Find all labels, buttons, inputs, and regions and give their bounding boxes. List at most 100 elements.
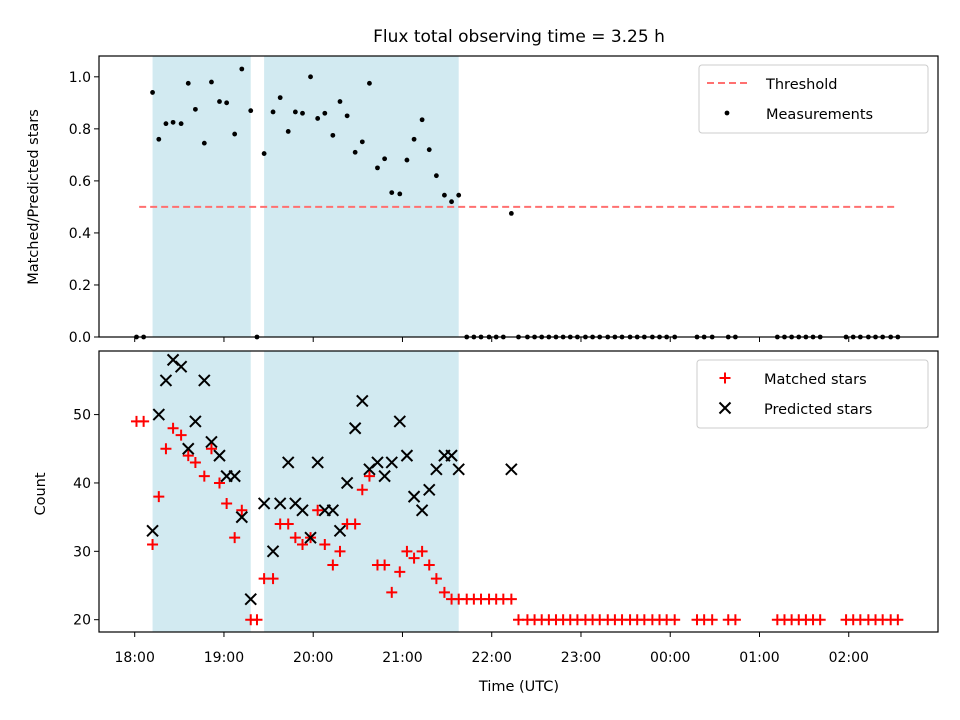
x-tick-label: 00:00	[650, 650, 690, 666]
matched-stars-point	[205, 443, 217, 455]
bottom-panel: 20 30 40 50 18:00 19:00 20:00 21:00 22:00 23:00 00…	[73, 350, 939, 666]
measurements-point	[192, 106, 198, 112]
matched-stars-point	[198, 470, 210, 482]
measurements-point	[442, 192, 447, 198]
measurements-point	[285, 129, 291, 134]
bottom-axes-frame	[98, 350, 939, 633]
predicted-stars-point	[182, 442, 195, 455]
measurements-point	[248, 108, 254, 114]
matched-stars-point	[229, 532, 241, 544]
matched-stars-point	[147, 538, 159, 550]
predicted-stars-point	[228, 469, 241, 483]
measurements-point	[224, 100, 230, 106]
x-tick-label: 18:00	[115, 650, 155, 666]
x-tick-label: 23:00	[561, 650, 601, 666]
matched-stars-point	[416, 545, 428, 557]
matched-stars-point	[356, 484, 368, 496]
x-axis-label: Time (UTC)	[478, 679, 559, 695]
matched-stars-point	[213, 477, 225, 489]
matched-stars-point	[423, 559, 435, 571]
top-y-axis-label: Matched/Predicted stars	[26, 109, 42, 285]
matched-stars-point	[175, 429, 187, 441]
measurements-point	[292, 109, 298, 115]
measurements-point	[508, 211, 514, 216]
measurements-point	[330, 132, 336, 138]
predicted-stars-point	[311, 456, 324, 469]
predicted-stars-point	[146, 524, 159, 538]
matched-stars-point	[438, 586, 450, 598]
matched-stars-point	[312, 504, 324, 516]
matched-stars-point	[267, 573, 279, 585]
predicted-stars-point	[244, 592, 257, 606]
predicted-stars-point	[423, 483, 436, 496]
top-y-tick-label: 1.0	[69, 70, 91, 86]
matched-stars-point	[319, 538, 331, 550]
top-y-tick-label: 0.6	[69, 174, 91, 190]
matched-stars-point	[706, 614, 718, 626]
predicted-stars-point	[304, 531, 317, 544]
measurements-point	[201, 140, 207, 146]
measurements-point	[150, 90, 155, 95]
chart-title: Flux total observing time = 3.25 h	[373, 27, 665, 47]
measurements-point	[382, 156, 388, 162]
predicted-stars-point	[430, 463, 443, 476]
top-y-tick-label: 0.4	[69, 226, 91, 242]
measurements-point	[344, 113, 350, 119]
measurements-point	[300, 110, 305, 116]
predicted-stars-point	[198, 374, 211, 387]
top-axes-frame	[98, 55, 939, 338]
threshold-legend-label: Threshold	[765, 77, 837, 93]
predicted-stars-point	[371, 456, 384, 469]
measurements-point	[426, 147, 432, 153]
measurements-point	[456, 192, 462, 198]
matched-stars-point	[379, 559, 391, 571]
measurements-point	[322, 110, 328, 116]
matched-stars-point	[505, 593, 517, 605]
measurements-point	[156, 136, 162, 142]
predicted-stars-point	[333, 524, 347, 538]
matched-stars-point	[160, 443, 172, 455]
predicted-stars-point	[205, 435, 218, 449]
predicted-stars-point	[235, 510, 249, 524]
bottom-y-tick-label: 30	[73, 544, 91, 560]
measurements-point	[397, 191, 403, 197]
matched-stars-point	[167, 422, 179, 434]
predicted-stars-point	[445, 449, 458, 462]
measurements-legend-marker	[724, 110, 730, 116]
matched-stars-point	[297, 538, 309, 550]
measurements-point	[419, 117, 425, 123]
measurements-point	[367, 80, 372, 86]
predicted-stars-point	[378, 469, 391, 483]
x-tick-label: 19:00	[204, 650, 244, 666]
predicted-stars-point	[152, 408, 166, 421]
matched-stars-point	[349, 518, 361, 530]
x-tick-label: 02:00	[829, 650, 869, 666]
matched-stars-point	[327, 559, 339, 571]
measurements-point	[277, 95, 283, 101]
measurements-point	[433, 173, 439, 179]
top-y-tick-label: 0.2	[69, 278, 91, 294]
measurements-point	[337, 99, 343, 104]
predicted-stars-point	[174, 360, 188, 373]
measurements-point	[209, 79, 214, 85]
matched-stars-point	[892, 614, 904, 626]
top-panel: 0.0 0.2 0.4 0.6 0.8 1.0 Threshold Measurements	[69, 55, 939, 346]
measurements-point	[232, 131, 238, 137]
predicted-stars-point	[340, 476, 354, 490]
bottom-y-tick-label: 50	[73, 408, 91, 424]
matched-stars-point	[408, 552, 420, 564]
predicted-stars-point	[266, 545, 280, 558]
matched-stars-point	[386, 586, 398, 598]
matched-stars-point	[394, 566, 406, 578]
bottom-y-tick-label: 40	[73, 476, 91, 492]
measurements-point	[261, 151, 267, 156]
predicted-stars-point	[273, 497, 287, 510]
matched-stars-point	[401, 545, 413, 557]
matched-stars-legend-label: Matched stars	[764, 372, 867, 388]
predicted-stars-point	[159, 374, 173, 387]
x-tick-label: 22:00	[472, 650, 512, 666]
predicted-stars-point	[505, 463, 518, 476]
measurements-point	[404, 157, 410, 163]
measurements-point	[239, 66, 245, 72]
